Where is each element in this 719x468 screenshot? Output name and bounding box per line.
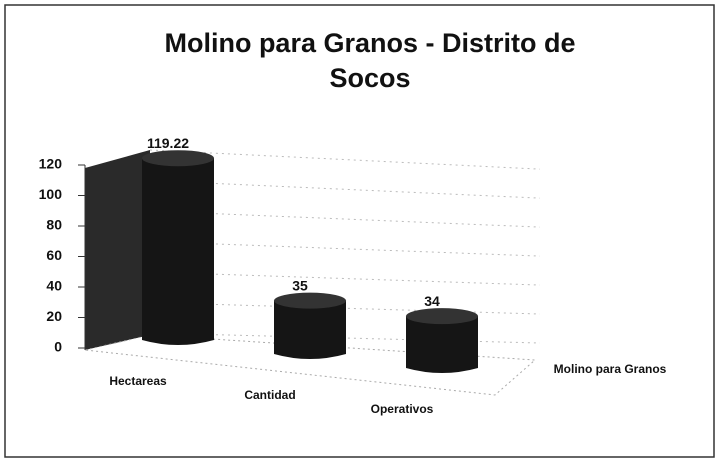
- x-tick-label: Hectareas: [109, 374, 167, 388]
- chart-title: Molino para Granos - Distrito de: [164, 28, 575, 58]
- y-tick-label: 100: [39, 186, 63, 202]
- value-label: 119.22: [147, 135, 189, 151]
- bar-top: [406, 308, 478, 325]
- grid-line: [149, 302, 541, 315]
- value-label: 34: [424, 293, 440, 309]
- x-tick-label: Cantidad: [244, 388, 295, 402]
- y-tick-label: 20: [46, 308, 62, 324]
- y-tick-label: 60: [46, 247, 62, 263]
- series-label: Molino para Granos: [554, 362, 667, 376]
- back-wall: [85, 150, 150, 350]
- grid-line: [149, 210, 541, 228]
- grid-line: [149, 180, 541, 199]
- bar: [142, 158, 214, 345]
- value-label: 35: [292, 277, 308, 293]
- grid-line: [149, 271, 541, 286]
- bar: [274, 300, 346, 359]
- y-tick-label: 80: [46, 217, 62, 233]
- grid-line: [149, 241, 541, 257]
- y-tick-label: 0: [54, 339, 62, 355]
- chart-title-line2: Socos: [329, 63, 410, 93]
- y-tick-label: 40: [46, 278, 62, 294]
- bar-top: [142, 150, 214, 167]
- bar-top: [274, 292, 346, 309]
- bar: [406, 316, 478, 373]
- y-tick-label: 120: [39, 156, 63, 172]
- x-tick-label: Operativos: [371, 402, 434, 416]
- grid-line: [149, 149, 541, 170]
